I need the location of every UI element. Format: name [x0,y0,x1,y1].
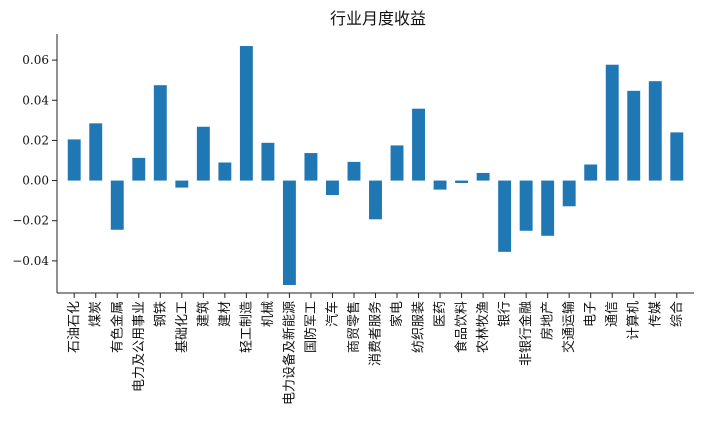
x-tick-label: 建筑 [195,301,211,327]
bar [519,180,533,231]
y-tick-label: 0.06 [22,53,49,67]
x-tick-label: 电力及公用事业 [132,301,147,392]
x-tick-label: 通信 [605,301,620,327]
bar [196,126,210,181]
x-tick-label: 有色金属 [109,301,125,353]
x-axis-ticks: 石油石化 煤炭 有色金属 电力及公用事业 钢铁 基础化工 建筑 建材 轻工制造 机械 电力设备及新能… [67,293,685,405]
y-tick-label: −0.02 [12,214,49,228]
x-tick-label: 石油石化 [67,301,82,353]
bar [89,123,103,181]
bar [648,81,662,181]
bars-group [67,46,684,285]
x-tick-label: 家电 [389,301,405,327]
x-tick-label: 计算机 [627,301,642,340]
bar [153,85,167,181]
x-tick-label: 国防军工 [303,301,319,353]
bar [261,142,275,181]
x-tick-label: 综合 [670,301,685,327]
bar [218,162,232,181]
bar [476,172,490,181]
x-tick-label: 传媒 [648,301,663,327]
bar [132,157,146,181]
x-tick-label: 消费者服务 [368,301,384,366]
y-tick-label: −0.04 [12,254,49,268]
bar [541,180,555,236]
y-tick-label: 0.04 [22,93,49,107]
x-tick-label: 煤炭 [89,301,104,327]
x-tick-label: 电力设备及新能源 [281,301,297,405]
x-tick-label: 汽车 [324,301,340,327]
bar [498,180,512,252]
x-tick-label: 医药 [433,301,448,327]
bar [433,180,447,190]
x-tick-label: 农林牧渔 [476,301,491,353]
x-tick-label: 银行 [498,301,513,327]
y-tick-label: 0.02 [22,133,49,147]
x-tick-label: 交通运输 [561,301,577,353]
bar [110,180,124,230]
bar [455,180,469,183]
x-tick-label: 基础化工 [175,301,190,353]
x-tick-label: 纺织服装 [412,301,427,353]
x-tick-label: 钢铁 [153,301,168,327]
x-tick-label: 房地产 [540,301,556,340]
x-tick-label: 食品饮料 [454,301,470,353]
x-tick-label: 轻工制造 [239,301,254,353]
bar [282,180,296,285]
x-tick-label: 电子 [584,301,599,327]
bar [347,161,361,181]
bar [412,108,425,181]
bar [304,153,318,181]
bar [605,64,619,181]
bar [326,180,339,196]
chart-title: 行业月度收益 [330,9,426,28]
bar [562,180,576,207]
x-tick-label: 机械 [261,301,276,327]
y-tick-label: 0.00 [22,174,49,188]
x-tick-label: 建材 [218,301,233,327]
bar [390,145,404,181]
y-axis-ticks: −0.04 −0.02 0.00 0.02 0.04 0.06 [12,53,57,268]
x-tick-label: 商贸零售 [346,301,362,353]
x-tick-label: 非银行金融 [518,301,534,366]
bar [67,139,81,181]
bar [670,132,684,181]
bar [239,46,253,181]
bar [627,90,641,181]
bar [584,164,598,181]
bar [175,180,189,188]
bar [369,180,382,220]
